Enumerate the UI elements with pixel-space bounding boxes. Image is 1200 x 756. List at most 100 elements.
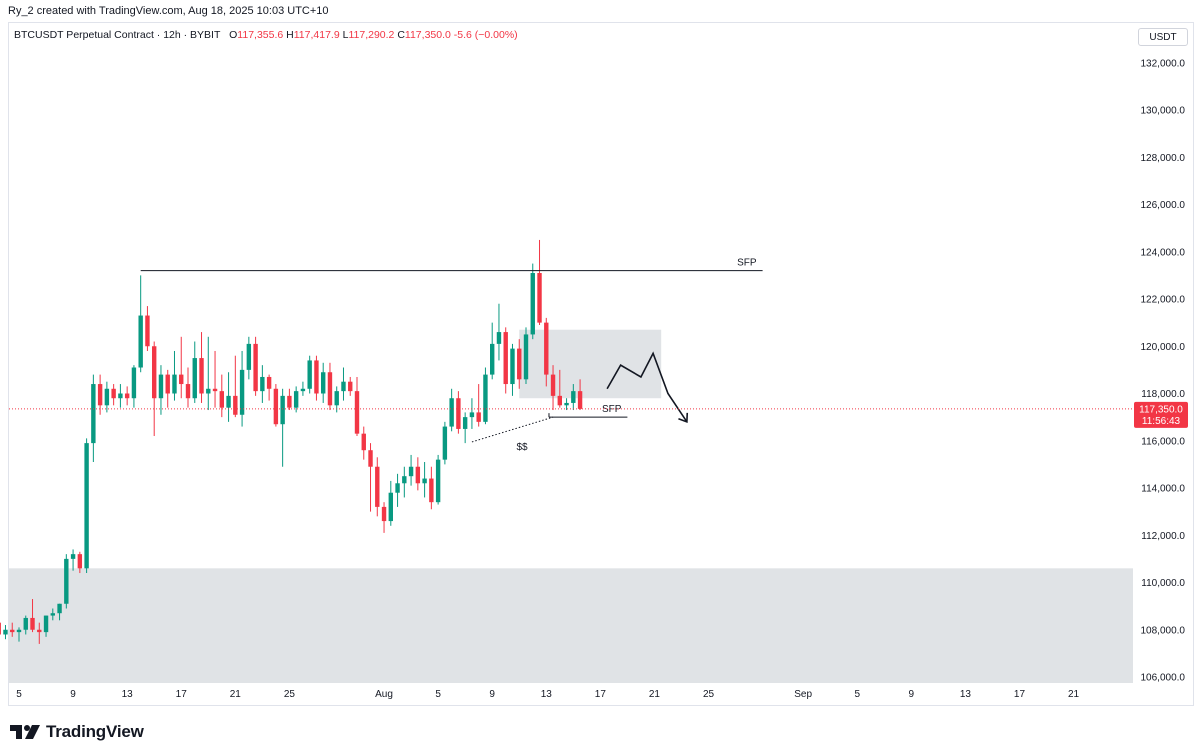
candle-body — [483, 374, 488, 422]
x-tick-label: 5 — [854, 689, 860, 700]
x-tick-label: 17 — [595, 689, 607, 700]
y-tick-label: 130,000.0 — [1141, 106, 1186, 117]
x-tick-label: 17 — [176, 689, 188, 700]
close-label: C — [397, 29, 405, 41]
candle-body — [246, 343, 252, 370]
candle-body — [212, 388, 218, 392]
candle-body — [199, 358, 204, 394]
candle-body — [334, 391, 339, 406]
candle-body — [530, 273, 535, 335]
y-tick-label: 116,000.0 — [1141, 436, 1185, 447]
candle-body — [124, 393, 130, 399]
x-tick-label: 21 — [649, 689, 661, 700]
candle-body — [307, 360, 312, 389]
candle-body — [84, 443, 89, 569]
candle-body — [97, 384, 103, 406]
candle-body — [341, 381, 346, 392]
x-tick-label: 5 — [16, 689, 22, 700]
candle-body — [77, 554, 83, 569]
candle-body — [37, 629, 42, 633]
candle-body — [185, 384, 191, 399]
candle-body — [327, 372, 333, 406]
y-tick-label: 106,000.0 — [1141, 673, 1186, 684]
candle-body — [145, 315, 150, 347]
x-tick-label: Sep — [794, 689, 812, 700]
liquidity-label: $$ — [516, 442, 528, 453]
y-tick-label: 126,000.0 — [1141, 200, 1186, 211]
y-tick-label: 114,000.0 — [1141, 484, 1185, 495]
symbol-label: BTCUSDT Perpetual Contract · 12h · BYBIT — [14, 29, 221, 41]
candle-body — [239, 369, 245, 415]
bar-countdown: 11:56:43 — [1142, 416, 1181, 427]
x-tick-label: 9 — [909, 689, 915, 700]
candle-body — [233, 395, 238, 415]
candle-body — [158, 374, 164, 399]
candle-body — [422, 478, 427, 484]
x-tick-label: 17 — [1014, 689, 1026, 700]
close-value: 117,350.0 — [404, 29, 451, 41]
candle-body — [293, 391, 299, 408]
candle-body — [442, 426, 448, 460]
tradingview-logo[interactable]: TradingView — [10, 722, 144, 742]
last-price-badge — [1134, 401, 1188, 428]
candle-body — [523, 334, 529, 380]
zone-0 — [9, 568, 1133, 683]
candle-body — [192, 358, 197, 399]
candle-body — [172, 374, 177, 394]
candle-body — [354, 391, 360, 434]
y-tick-label: 122,000.0 — [1141, 295, 1186, 306]
x-tick-label: 21 — [230, 689, 242, 700]
x-tick-label: 25 — [284, 689, 296, 700]
candle-body — [30, 617, 35, 630]
chart-caption: Ry_2 created with TradingView.com, Aug 1… — [8, 5, 329, 17]
high-label: H — [286, 29, 294, 41]
last-price-value: 117,350.0 — [1139, 404, 1183, 415]
candle-body — [165, 374, 170, 394]
candle-body — [57, 603, 62, 614]
low-value: 117,290.2 — [348, 29, 395, 41]
candle-body — [50, 613, 55, 616]
y-tick-label: 108,000.0 — [1141, 625, 1186, 636]
ohlc-values: O117,355.6 H117,417.9 L117,290.2 C117,35… — [229, 29, 518, 41]
y-tick-label: 132,000.0 — [1141, 58, 1186, 69]
candle-body — [10, 629, 15, 633]
candle-body — [408, 466, 414, 477]
candle-body — [381, 506, 387, 522]
candle-body — [496, 332, 502, 344]
x-tick-label: 9 — [70, 689, 76, 700]
candle-body — [91, 384, 96, 444]
x-tick-label: 9 — [489, 689, 495, 700]
currency-button[interactable]: USDT — [1138, 28, 1188, 46]
brand-name: TradingView — [46, 722, 144, 741]
candle-body — [16, 629, 22, 633]
candle-body — [564, 402, 569, 406]
candle-body — [287, 395, 292, 408]
open-label: O — [229, 29, 238, 41]
candle-body — [456, 398, 461, 429]
low-label: L — [342, 29, 349, 41]
candle-body — [415, 466, 421, 484]
candle-body — [23, 617, 28, 630]
candle-body — [361, 433, 366, 451]
candle-body — [3, 629, 8, 635]
candle-body — [402, 476, 407, 484]
candle-body — [152, 346, 157, 399]
y-tick-label: 118,000.0 — [1141, 389, 1185, 400]
x-tick-label: 13 — [541, 689, 553, 700]
x-tick-label: 5 — [435, 689, 441, 700]
open-value: 117,355.6 — [237, 29, 284, 41]
candle-body — [510, 348, 515, 385]
candle-body — [490, 343, 495, 375]
high-value: 117,417.9 — [293, 29, 340, 41]
projection-path — [606, 351, 688, 423]
x-tick-label: 13 — [960, 689, 972, 700]
candle-body — [138, 315, 143, 368]
candle-body — [429, 478, 434, 503]
sfp-label: SFP — [737, 258, 757, 269]
candle-body — [111, 388, 116, 399]
liquidity-line — [471, 416, 554, 443]
candle-body — [476, 412, 481, 422]
candle-body — [368, 450, 373, 467]
sfp-label: SFP — [602, 404, 622, 415]
